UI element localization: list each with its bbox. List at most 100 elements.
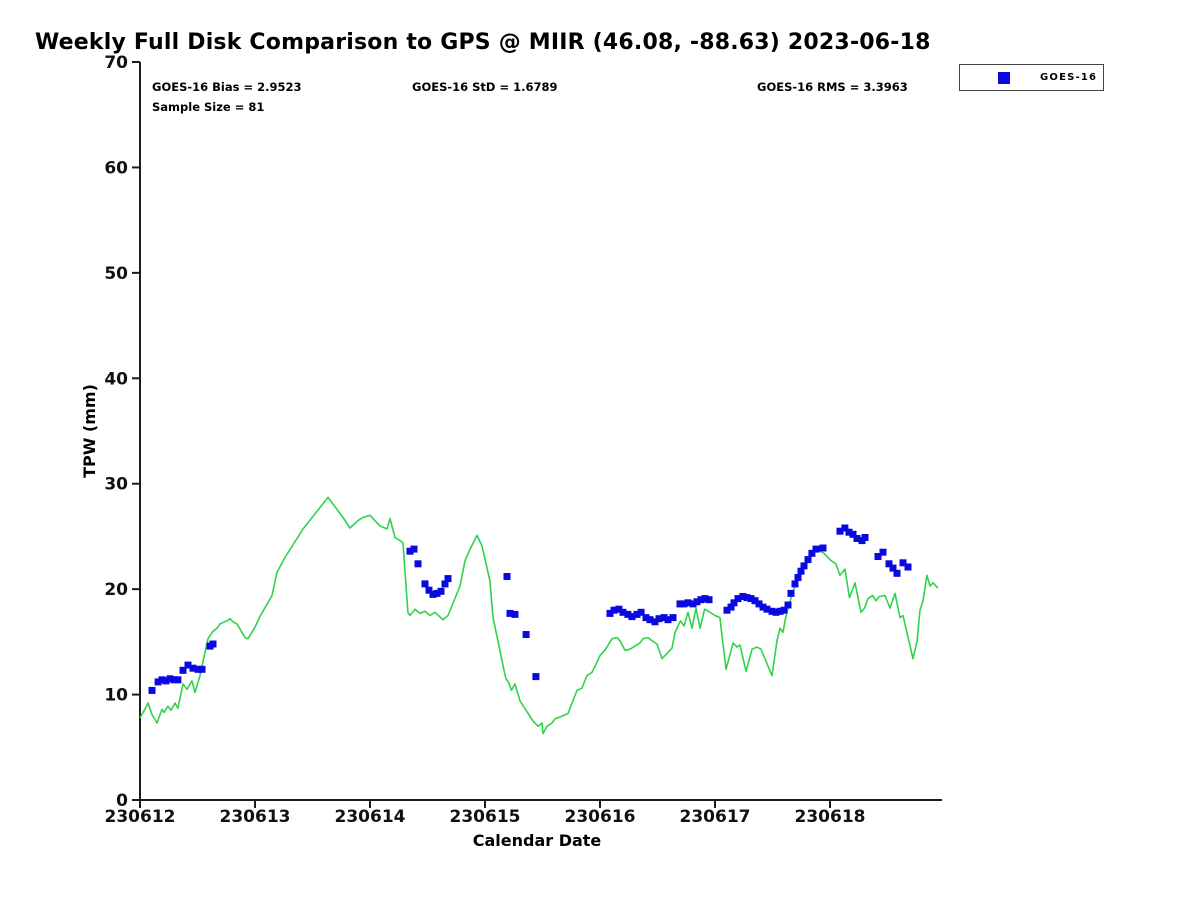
goes16-point <box>606 609 614 617</box>
goes16-point <box>532 673 540 681</box>
goes16-point <box>170 676 178 684</box>
y-tick-label: 30 <box>104 475 128 495</box>
y-tick-label: 70 <box>104 53 128 73</box>
goes16-point <box>693 598 701 606</box>
goes16-point <box>800 562 808 570</box>
goes16-points <box>148 524 912 694</box>
goes16-point <box>637 608 645 616</box>
goes16-point <box>841 524 849 532</box>
goes16-point <box>198 665 206 673</box>
goes16-point <box>743 594 751 602</box>
goes16-point <box>676 600 684 608</box>
goes16-point <box>437 587 445 595</box>
goes16-point <box>879 548 887 556</box>
goes16-point <box>705 596 713 604</box>
goes16-point <box>646 616 654 624</box>
goes16-point <box>791 580 799 588</box>
goes16-point <box>406 547 414 555</box>
goes16-point <box>655 615 663 623</box>
goes16-point <box>723 606 731 614</box>
x-tick-label: 230615 <box>450 807 521 827</box>
stat-bias: GOES-16 Bias = 2.9523 <box>152 80 302 94</box>
goes16-point <box>441 580 449 588</box>
y-tick-label: 60 <box>104 158 128 178</box>
goes16-point <box>184 661 192 669</box>
goes16-point <box>660 614 668 622</box>
legend-label: GOES-16 <box>1040 72 1098 83</box>
x-tick-label: 230618 <box>795 807 866 827</box>
goes16-point <box>189 664 197 672</box>
goes16-point <box>804 556 812 564</box>
goes16-point <box>819 544 827 552</box>
legend: GOES-16 <box>959 64 1104 91</box>
goes16-point <box>684 599 692 607</box>
goes16-point <box>889 564 897 572</box>
goes16-point <box>861 534 869 541</box>
goes16-point <box>885 560 893 568</box>
goes16-point <box>624 610 632 618</box>
goes16-point <box>209 640 217 648</box>
goes16-point <box>669 614 677 622</box>
goes16-point <box>787 589 795 597</box>
goes16-point <box>433 589 441 597</box>
goes16-point <box>619 608 627 616</box>
goes16-point <box>414 560 422 568</box>
goes16-point <box>836 527 844 535</box>
goes16-point <box>727 603 735 611</box>
goes16-point <box>615 605 623 613</box>
gps-line <box>139 496 939 735</box>
goes16-point <box>633 610 641 618</box>
goes16-point <box>429 590 437 598</box>
goes16-point <box>794 574 802 581</box>
goes16-point <box>421 580 429 588</box>
y-axis-label: TPW (mm) <box>80 384 99 478</box>
goes16-point <box>812 545 820 553</box>
goes16-point <box>410 545 418 553</box>
goes16-point <box>904 563 912 571</box>
goes16-point <box>772 608 780 616</box>
goes16-point <box>734 595 742 603</box>
axes <box>139 62 942 801</box>
goes16-point <box>697 596 705 604</box>
x-tick-label: 230614 <box>335 807 406 827</box>
goes16-point <box>179 666 187 674</box>
goes16-point <box>784 601 792 609</box>
goes16-point <box>739 593 747 600</box>
goes16-point <box>780 606 788 614</box>
x-tick-label: 230612 <box>105 807 176 827</box>
goes16-point <box>776 607 784 615</box>
y-tick-label: 50 <box>104 264 128 284</box>
goes16-point <box>755 600 763 608</box>
stat-sample-size: Sample Size = 81 <box>152 100 265 114</box>
y-tick-label: 20 <box>104 580 128 600</box>
goes16-point <box>797 567 805 575</box>
goes16-point <box>166 675 174 683</box>
stat-std: GOES-16 StD = 1.6789 <box>412 80 558 94</box>
goes16-point <box>845 528 853 536</box>
goes16-point <box>808 549 816 557</box>
goes16-point <box>701 595 709 603</box>
x-axis-label: Calendar Date <box>472 831 602 850</box>
goes16-point <box>763 605 771 613</box>
goes16-point <box>689 600 697 608</box>
y-tick-label: 10 <box>104 686 128 706</box>
goes16-point <box>162 677 170 685</box>
goes16-point <box>768 607 776 615</box>
goes16-point <box>664 616 672 624</box>
goes16-point <box>148 686 156 694</box>
goes16-point <box>874 553 882 560</box>
goes16-point <box>628 613 636 621</box>
goes16-point <box>158 676 166 684</box>
goes16-point <box>730 599 738 607</box>
goes16-point <box>610 606 618 614</box>
goes16-point <box>899 559 907 567</box>
goes16-point <box>154 678 162 686</box>
goes16-point <box>893 569 901 577</box>
goes16-point <box>680 600 688 608</box>
goes16-point <box>174 676 182 684</box>
legend-marker-square-icon <box>998 71 1010 84</box>
chart-title: Weekly Full Disk Comparison to GPS @ MII… <box>35 30 931 55</box>
goes16-point <box>511 610 519 618</box>
goes16-point <box>747 595 755 603</box>
goes16-point <box>853 535 861 542</box>
